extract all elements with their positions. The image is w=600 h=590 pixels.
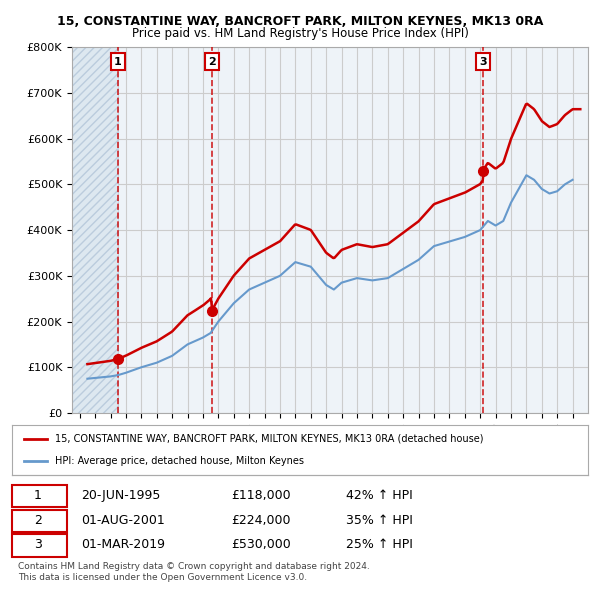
Text: HPI: Average price, detached house, Milton Keynes: HPI: Average price, detached house, Milt…	[55, 456, 304, 466]
Text: 35% ↑ HPI: 35% ↑ HPI	[346, 514, 413, 527]
Text: 3: 3	[479, 57, 487, 67]
Text: 3: 3	[34, 538, 42, 551]
Text: Contains HM Land Registry data © Crown copyright and database right 2024.
This d: Contains HM Land Registry data © Crown c…	[18, 562, 370, 582]
FancyBboxPatch shape	[12, 510, 67, 532]
FancyBboxPatch shape	[12, 485, 67, 507]
Text: 42% ↑ HPI: 42% ↑ HPI	[346, 489, 413, 502]
Text: £118,000: £118,000	[231, 489, 290, 502]
Text: 25% ↑ HPI: 25% ↑ HPI	[346, 538, 413, 551]
Text: £224,000: £224,000	[231, 514, 290, 527]
Text: 01-AUG-2001: 01-AUG-2001	[81, 514, 165, 527]
Text: Price paid vs. HM Land Registry's House Price Index (HPI): Price paid vs. HM Land Registry's House …	[131, 27, 469, 40]
Text: 2: 2	[34, 514, 42, 527]
FancyBboxPatch shape	[12, 535, 67, 557]
Bar	[72, 47, 118, 413]
Text: 15, CONSTANTINE WAY, BANCROFT PARK, MILTON KEYNES, MK13 0RA: 15, CONSTANTINE WAY, BANCROFT PARK, MILT…	[57, 15, 543, 28]
Text: 15, CONSTANTINE WAY, BANCROFT PARK, MILTON KEYNES, MK13 0RA (detached house): 15, CONSTANTINE WAY, BANCROFT PARK, MILT…	[55, 434, 484, 444]
Text: 20-JUN-1995: 20-JUN-1995	[81, 489, 160, 502]
Text: 01-MAR-2019: 01-MAR-2019	[81, 538, 165, 551]
Text: 2: 2	[208, 57, 216, 67]
Text: £530,000: £530,000	[231, 538, 290, 551]
Text: 1: 1	[114, 57, 122, 67]
Text: 1: 1	[34, 489, 42, 502]
